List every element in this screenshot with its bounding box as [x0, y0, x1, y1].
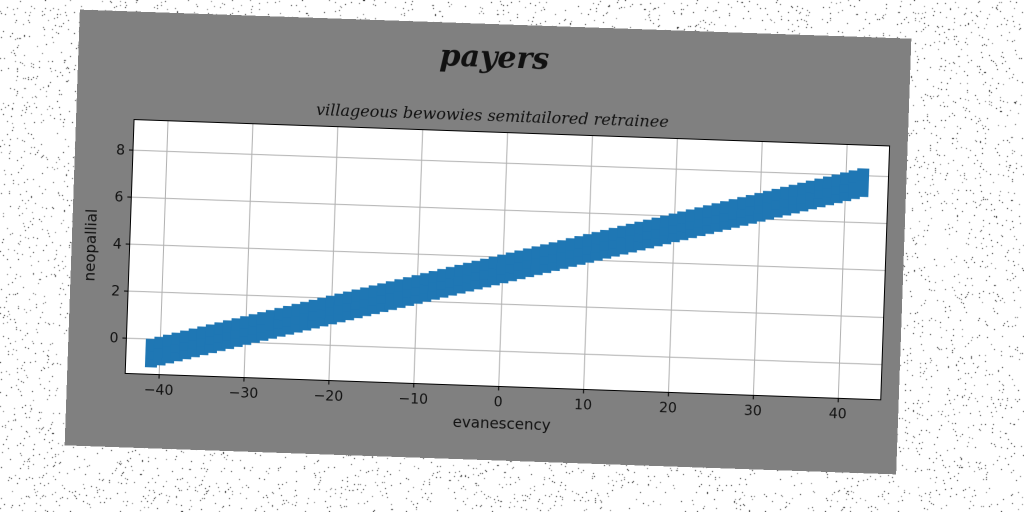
x-tick-label: 20	[659, 400, 677, 417]
grid-line-x	[668, 138, 678, 393]
y-axis-label: neopallial	[80, 209, 101, 282]
axis-ticks: −40 −30 −20 −10 0 10 20 30 40 0 2 4 6 8	[109, 143, 847, 423]
plot-frame	[124, 119, 891, 401]
scatter-point	[856, 168, 870, 181]
x-tick-label: 40	[829, 406, 847, 423]
y-tick-label: 6	[114, 190, 124, 206]
x-tick-label: −20	[313, 388, 343, 405]
x-tick-label: −30	[228, 385, 258, 402]
y-tick-label: 2	[111, 284, 120, 300]
data-series	[144, 168, 870, 368]
y-tick-label: 4	[112, 237, 122, 253]
x-tick-label: 10	[574, 397, 592, 414]
x-axis-label: evanescency	[452, 413, 551, 434]
grid-line-x	[158, 120, 169, 375]
x-tick-label: −10	[398, 391, 428, 408]
grid-line-x	[328, 126, 339, 381]
grid-line-x	[413, 129, 424, 384]
grid-line-y	[128, 290, 884, 319]
y-tick-label: 8	[116, 143, 125, 159]
x-tick-label: 0	[493, 394, 502, 410]
chart-svg: −40 −30 −20 −10 0 10 20 30 40 0 2 4 6 8 evanescency n…	[80, 119, 891, 434]
x-tick-label: −40	[144, 382, 174, 399]
x-tick-label: 30	[744, 403, 762, 420]
y-tick-label: 0	[109, 331, 118, 347]
figure-card: payers villageous bewowies semitailored …	[64, 9, 912, 475]
grid-line-x	[752, 141, 763, 396]
grid-line-y	[132, 149, 889, 178]
